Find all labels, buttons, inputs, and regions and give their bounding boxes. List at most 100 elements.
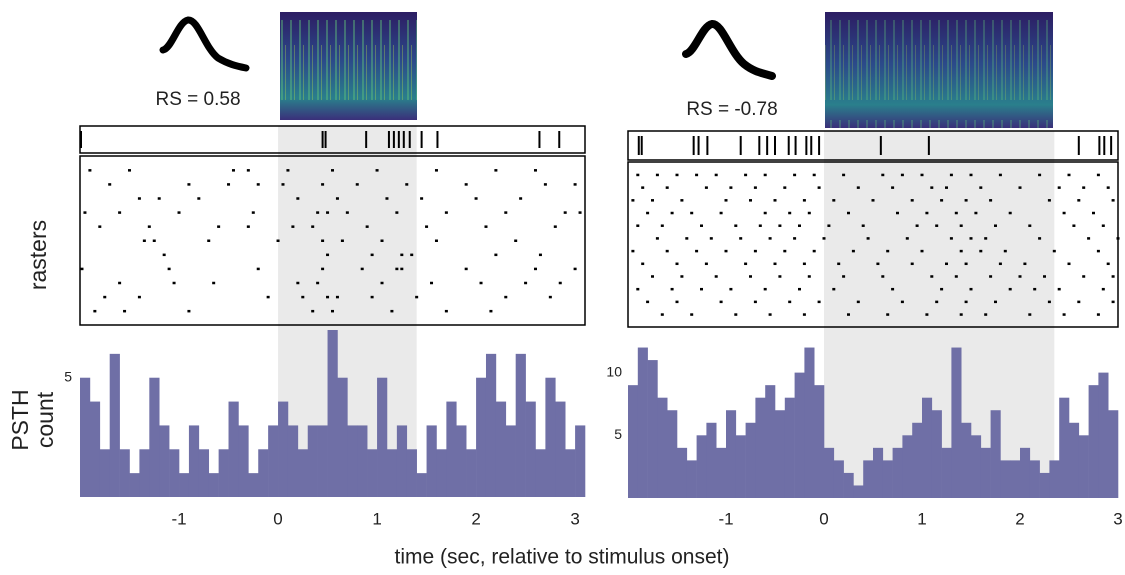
raster-spike <box>533 169 537 172</box>
psth-bar <box>735 435 746 498</box>
raster-spike <box>464 183 468 186</box>
raster-spike <box>660 313 664 316</box>
raster-spike <box>778 224 782 227</box>
raster-spike <box>700 224 703 227</box>
psth-bar <box>545 377 556 497</box>
raster-spike <box>311 309 315 313</box>
raster-spike <box>695 249 699 253</box>
psth-bar <box>647 360 658 498</box>
raster-spike <box>385 197 389 200</box>
raster-spike <box>842 275 846 278</box>
psth-bar <box>159 425 170 497</box>
raster-spike <box>578 211 582 214</box>
raster-spike <box>494 253 498 257</box>
raster-spike <box>744 173 748 177</box>
raster-spike <box>856 300 860 304</box>
raster-spike <box>729 186 733 189</box>
raster-spike <box>573 183 577 186</box>
raster-spike <box>680 275 684 278</box>
raster-spike <box>1067 262 1071 266</box>
x-tick-label: 2 <box>471 509 480 528</box>
psth-bar <box>1069 422 1080 498</box>
psth-bar <box>268 425 279 497</box>
raster-spike <box>400 267 404 271</box>
raster-spike <box>675 300 679 304</box>
raster-spike <box>920 173 924 177</box>
raster-spike <box>335 295 339 299</box>
raster-spike <box>355 183 359 186</box>
annotation: RS = 0.58 <box>155 89 240 110</box>
psth-bar <box>1078 435 1089 498</box>
psth-bar <box>238 425 249 497</box>
raster-spike <box>709 237 713 240</box>
x-tick-label: 1 <box>917 509 926 528</box>
raster-spike <box>665 186 669 189</box>
raster-spike <box>331 169 334 172</box>
spectrogram <box>825 12 1053 128</box>
raster-spike <box>553 225 557 228</box>
psth-bar <box>843 472 854 498</box>
raster-spike <box>749 275 752 278</box>
raster-spike <box>847 211 850 215</box>
raster-spike <box>187 309 191 313</box>
raster-spike <box>83 211 87 214</box>
raster-spike <box>881 275 885 278</box>
raster-spike <box>103 295 107 299</box>
psth-bar <box>961 422 972 498</box>
raster-spike <box>641 186 645 189</box>
psth-bar <box>565 449 576 497</box>
raster-spike <box>660 224 664 227</box>
psth-bar <box>287 425 299 497</box>
raster-spike <box>636 287 640 291</box>
raster-spike <box>1106 262 1110 266</box>
raster-spike <box>316 211 320 214</box>
raster-spike <box>256 183 260 186</box>
psth-bar <box>258 449 269 497</box>
psth-bar <box>775 410 786 498</box>
psth-bar <box>902 435 913 498</box>
x-tick-label: 2 <box>1015 509 1024 528</box>
raster-spike <box>326 295 330 299</box>
raster-spike <box>989 199 993 202</box>
raster-spike <box>945 262 948 266</box>
raster-spike <box>822 237 826 240</box>
raster-spike <box>345 211 349 214</box>
raster-spike <box>744 262 748 266</box>
psth-bar <box>794 372 805 498</box>
raster-spike <box>128 169 132 172</box>
psth-bar <box>248 473 259 497</box>
raster-spike <box>704 262 708 266</box>
psth-bar <box>863 460 874 498</box>
psth-bar <box>667 410 678 498</box>
raster-spike <box>954 211 958 215</box>
raster-spike <box>1116 237 1120 240</box>
psth-bar <box>198 449 210 497</box>
psth-bar <box>396 425 408 497</box>
raster-spike <box>989 275 993 278</box>
raster-spike <box>641 262 645 266</box>
raster-spike <box>256 267 260 271</box>
raster-spike <box>1023 262 1027 266</box>
psth-bar <box>525 401 536 497</box>
psth-bar <box>535 449 546 497</box>
raster-spike <box>1096 249 1100 253</box>
raster-spike <box>964 199 968 202</box>
psth-bar <box>1000 460 1011 498</box>
raster-spike <box>444 309 448 313</box>
raster-spike <box>1096 313 1100 316</box>
raster-spike <box>1038 237 1042 240</box>
raster-spike <box>734 313 738 316</box>
raster-spike <box>207 239 211 242</box>
raster-spike <box>1043 275 1046 278</box>
raster-spike <box>1077 199 1081 202</box>
raster-spike <box>494 169 498 172</box>
psth-bar <box>755 397 766 498</box>
raster-spike <box>420 197 424 200</box>
raster-spike <box>739 237 743 240</box>
raster-spike <box>430 281 434 285</box>
raster-spike <box>954 275 958 278</box>
raster-spike <box>861 224 865 227</box>
psth-bar <box>990 410 1001 498</box>
psth-bar <box>706 422 717 498</box>
raster-spike <box>514 239 518 242</box>
